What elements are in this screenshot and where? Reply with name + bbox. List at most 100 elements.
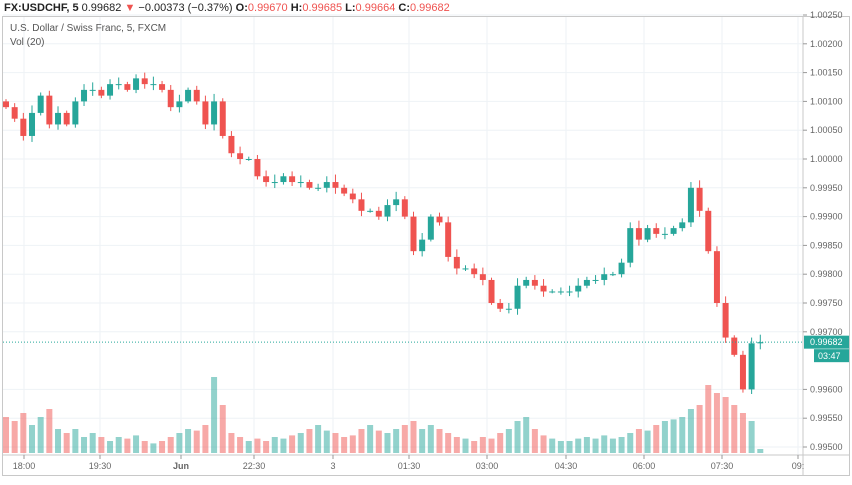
candle-body: [176, 101, 183, 108]
candle-body: [193, 89, 200, 102]
candle-body: [635, 228, 642, 240]
volume-bar: [167, 437, 174, 453]
volume-bar: [176, 433, 183, 453]
candle-body: [159, 84, 166, 90]
volume-bar: [315, 425, 322, 453]
price-change: −0.00373 (−0.37%): [138, 2, 233, 14]
volume-bar: [219, 405, 226, 453]
volume-bar: [410, 421, 417, 453]
volume-bar: [687, 409, 694, 453]
close-value: 0.99682: [409, 2, 450, 14]
candle-body: [540, 285, 547, 292]
candle-body: [133, 78, 140, 90]
volume-bar: [98, 437, 105, 453]
volume-indicator-label[interactable]: Vol (20): [10, 37, 45, 48]
volume-bar: [393, 429, 400, 453]
volume-bar: [341, 437, 348, 453]
candle-body: [245, 159, 252, 160]
candle-body: [29, 112, 36, 136]
candle-body: [757, 342, 764, 344]
price-tick-label: 0.99950: [810, 183, 843, 193]
candle-body: [497, 303, 504, 309]
candle-body: [566, 291, 573, 293]
volume-bar: [748, 421, 755, 453]
price-tick-label: 0.99750: [810, 298, 843, 308]
price-tick-label: 0.99800: [810, 269, 843, 279]
volume-bar: [81, 437, 88, 453]
volume-bar: [332, 433, 339, 453]
chart-legend: U.S. Dollar / Swiss Franc, 5, FXCM Vol (…: [10, 22, 166, 50]
volume-bar: [653, 425, 660, 453]
candle-body: [696, 187, 703, 211]
close-label: C:: [398, 2, 410, 14]
price-tick-label: 1.00050: [810, 125, 843, 135]
candle-body: [98, 89, 105, 96]
price-tick-label: 0.99550: [810, 413, 843, 423]
candle-body: [367, 210, 374, 212]
candle-body: [297, 182, 304, 184]
time-tick-label: 09:: [792, 461, 805, 471]
candle-body: [11, 107, 18, 119]
volume-bar: [523, 417, 530, 453]
volume-bar: [419, 429, 426, 453]
candle-body: [332, 182, 339, 188]
candle-body: [63, 112, 70, 125]
time-axis[interactable]: 18:00 19:30 Jun 22:30 3 01:30 03:00 04:30 06:00 0…: [13, 455, 805, 471]
high-label: H:: [290, 2, 303, 14]
volume-bar: [228, 433, 235, 453]
volume-bar: [124, 438, 131, 453]
volume-bar: [601, 435, 608, 453]
volume-bar: [271, 437, 278, 453]
volume-bar: [211, 377, 218, 453]
candle-body: [89, 89, 96, 91]
candle-body: [115, 84, 122, 86]
volume-bar: [445, 433, 452, 453]
volume-bar: [375, 430, 382, 453]
volume-bar: [358, 429, 365, 453]
last-price: 0.99682: [81, 2, 122, 14]
candle-body: [141, 78, 148, 85]
volume-bar: [46, 409, 53, 453]
series-title: U.S. Dollar / Swiss Franc, 5, FXCM: [10, 23, 167, 34]
volume-bar: [11, 421, 18, 453]
candle-body: [523, 279, 530, 286]
volume-bar: [349, 435, 356, 453]
candle-body: [393, 199, 400, 206]
candle-body: [419, 239, 426, 252]
countdown-box: [814, 349, 849, 363]
volume-bar: [107, 441, 114, 453]
symbol-header: FX:USDCHF, 5 0.99682 ▼ −0.00373 (−0.37%)…: [4, 2, 450, 14]
price-tick-label: 1.00000: [810, 154, 843, 164]
down-arrow-icon: ▼: [124, 2, 136, 14]
volume-bar: [245, 441, 252, 453]
volume-bar: [583, 437, 590, 453]
volume-bar: [150, 443, 157, 453]
candle-body: [601, 274, 608, 280]
volume-bar: [618, 437, 625, 453]
candle-body: [479, 274, 486, 280]
chart-panel[interactable]: [2, 16, 850, 476]
price-axis[interactable]: 1.00250 1.00200 1.00150 1.00100 1.00050 1.000…: [803, 10, 843, 452]
low-value: 0.99664: [355, 2, 396, 14]
volume-bar: [323, 430, 330, 453]
price-tick-label: 0.99700: [810, 327, 843, 337]
volume-bar: [531, 429, 538, 453]
candle-body: [514, 285, 521, 309]
candle-body: [124, 84, 131, 90]
candle-body: [609, 274, 616, 276]
time-tick-label: 19:30: [89, 461, 112, 471]
volume-bar: [497, 433, 504, 453]
volume-bar: [384, 433, 391, 453]
candle-body: [349, 193, 356, 200]
candle-body: [375, 210, 382, 217]
price-tick-label: 1.00200: [810, 39, 843, 49]
bar-countdown: 03:47: [818, 351, 841, 361]
volume-bar: [739, 413, 746, 453]
candle-body: [211, 101, 218, 125]
candle-body: [107, 84, 114, 96]
price-tick-label: 0.99600: [810, 384, 843, 394]
candle-body: [661, 233, 668, 235]
volume-bar: [757, 449, 764, 453]
volume-bar: [89, 433, 96, 453]
